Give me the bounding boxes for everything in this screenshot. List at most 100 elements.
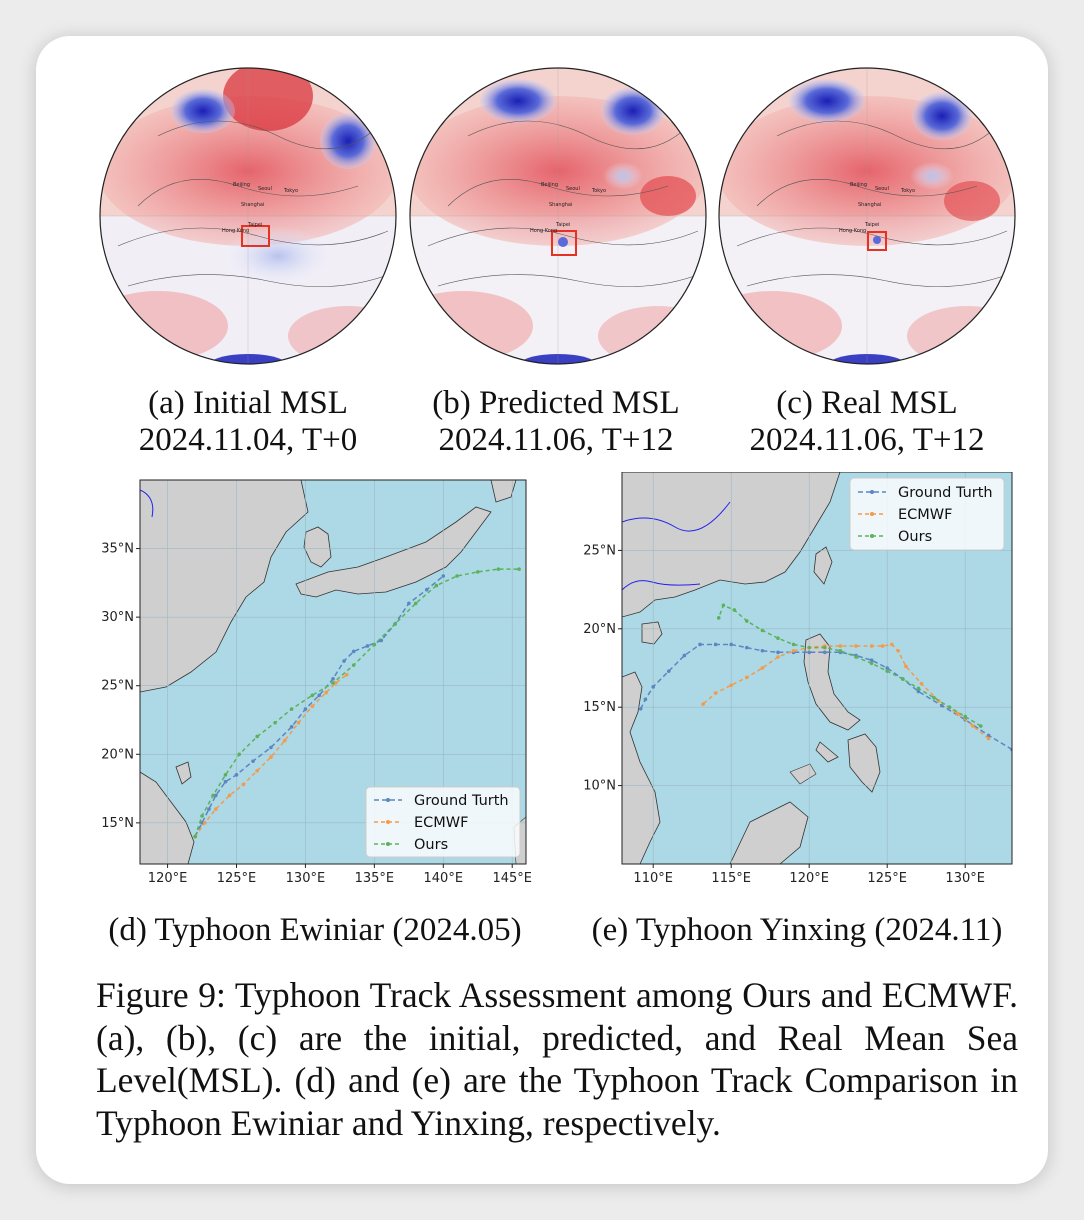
svg-text:Hong Kong: Hong Kong — [530, 228, 557, 234]
legend-label: ECMWF — [898, 507, 952, 523]
track-point — [776, 650, 780, 655]
track-point — [202, 821, 207, 825]
caption-a: (a) Initial MSL 2024.11.04, T+0 — [96, 385, 400, 459]
caption-c: (c) Real MSL 2024.11.06, T+12 — [715, 385, 1019, 459]
track-point — [365, 644, 370, 648]
track-point — [227, 793, 232, 798]
track-point — [434, 583, 439, 588]
track-point — [940, 703, 944, 708]
legend: Ground Turth ECMWF Ours — [849, 477, 1005, 551]
track-point — [643, 697, 648, 702]
caption-d: (d) Typhoon Ewiniar (2024.05) — [108, 912, 522, 948]
y-tick-label: 25°N — [583, 543, 616, 558]
track-point — [200, 814, 204, 818]
track-point — [351, 649, 356, 654]
x-tick-label: 125°E — [217, 871, 257, 886]
track-point — [716, 616, 721, 620]
svg-text:Seoul: Seoul — [875, 186, 889, 192]
track-point — [732, 608, 737, 612]
track-point — [372, 642, 377, 647]
legend-label: Ours — [414, 837, 448, 853]
map-frame — [139, 479, 527, 865]
track-point — [791, 648, 796, 653]
track-point — [211, 793, 215, 798]
track-point — [317, 693, 322, 698]
track-line-ecmwf — [702, 643, 990, 740]
track-point — [303, 707, 308, 711]
track-map-yinxing: 110°E 115°E 120°E 125°E 130°E 10°N 15°N 20°N 25°… — [583, 472, 1013, 886]
track-point — [269, 755, 273, 759]
svg-text:Taipei: Taipei — [864, 222, 879, 228]
track-point — [729, 683, 733, 688]
track-point — [701, 702, 705, 706]
legend: Ground Turth ECMWF Ours — [365, 786, 521, 858]
track-point — [333, 681, 338, 685]
figure-caption: Figure 9: Typhoon Track Assessment among… — [96, 975, 1018, 1143]
x-tick-label: 115°E — [711, 871, 751, 886]
track-point — [273, 720, 277, 725]
svg-text:Tokyo: Tokyo — [283, 188, 298, 194]
legend-label: Ground Turth — [898, 485, 993, 501]
svg-text:Tokyo: Tokyo — [591, 188, 606, 194]
caption-b-line2: 2024.11.06, T+12 — [438, 422, 674, 458]
track-point — [919, 681, 924, 686]
svg-text:Tokyo: Tokyo — [900, 188, 915, 194]
y-tick-label: 20°N — [583, 622, 616, 637]
legend-label: ECMWF — [414, 815, 468, 831]
track-point — [698, 642, 702, 647]
svg-text:Shanghai: Shanghai — [549, 202, 572, 208]
track-point — [344, 672, 349, 677]
track-point — [324, 690, 328, 695]
track-point — [890, 642, 894, 647]
track-point — [241, 782, 246, 787]
y-tick-label: 35°N — [101, 542, 134, 557]
axis-ticks: 120°E 125°E 130°E 135°E 140°E 145°E 15°N 20°N 25… — [101, 542, 532, 886]
track-point — [838, 648, 843, 653]
land-masses — [140, 480, 526, 864]
track-point — [760, 648, 765, 653]
track-line-ground-turth — [194, 575, 444, 837]
track-point — [214, 793, 218, 798]
legend-marker — [870, 512, 874, 516]
track-point — [193, 834, 197, 839]
track-point — [413, 601, 418, 606]
legend-marker — [870, 534, 874, 538]
track-point — [745, 645, 749, 650]
svg-text:Shanghai: Shanghai — [241, 202, 264, 208]
x-tick-label: 140°E — [424, 871, 464, 886]
track-point — [729, 642, 733, 647]
track-point — [791, 642, 796, 647]
legend-label: Ground Turth — [414, 793, 509, 809]
track-point — [896, 648, 900, 653]
track-point — [200, 821, 204, 825]
track-point — [214, 807, 218, 811]
legend-label: Ours — [898, 529, 932, 545]
track-point — [651, 685, 655, 689]
track-point — [289, 707, 294, 711]
x-tick-label: 125°E — [867, 871, 907, 886]
track-point — [823, 645, 827, 650]
track-point — [885, 669, 889, 673]
track-point — [916, 686, 921, 691]
track-point — [869, 661, 874, 666]
caption-a-line1: (a) Initial MSL — [148, 385, 348, 421]
caption-b: (b) Predicted MSL 2024.11.06, T+12 — [396, 385, 716, 459]
globe-initial-msl: Beijing Seoul Tokyo Shanghai Taipei Hong… — [99, 67, 397, 365]
track-point — [475, 570, 480, 574]
track-point — [441, 574, 446, 578]
track-map-ewiniar: 120°E 125°E 130°E 135°E 140°E 145°E 15°N 20°N 25… — [101, 479, 532, 886]
track-point — [517, 567, 521, 571]
track-point — [971, 724, 975, 728]
track-point — [331, 677, 335, 681]
track-point — [251, 759, 255, 763]
axis-ticks: 110°E 115°E 120°E 125°E 130°E 10°N 15°N 20°N 25°… — [583, 543, 985, 886]
track-point — [760, 628, 765, 633]
track-point — [838, 644, 843, 648]
track-point — [351, 663, 356, 667]
track-point — [223, 779, 228, 784]
track-point — [854, 655, 858, 659]
y-tick-label: 10°N — [583, 779, 616, 794]
track-point — [310, 693, 315, 698]
svg-text:Taipei: Taipei — [247, 222, 262, 228]
map-frame — [621, 472, 1013, 865]
